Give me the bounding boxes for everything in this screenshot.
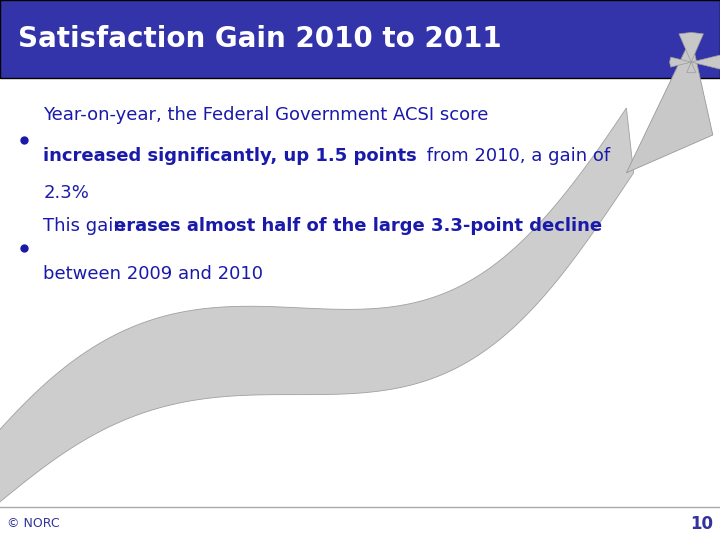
Text: between 2009 and 2010: between 2009 and 2010 (43, 265, 264, 282)
Polygon shape (679, 32, 703, 62)
Text: 2.3%: 2.3% (43, 184, 89, 201)
Text: This gain: This gain (43, 217, 131, 235)
Polygon shape (0, 108, 634, 529)
Text: 10: 10 (690, 515, 713, 533)
Polygon shape (687, 62, 696, 73)
FancyBboxPatch shape (0, 0, 720, 78)
Text: erases almost half of the large 3.3-point decline: erases almost half of the large 3.3-poin… (114, 217, 602, 235)
Polygon shape (670, 57, 691, 67)
Polygon shape (691, 55, 720, 70)
Polygon shape (626, 38, 713, 173)
Text: © NORC: © NORC (7, 517, 60, 530)
Text: from 2010, a gain of: from 2010, a gain of (421, 147, 611, 165)
Text: Satisfaction Gain 2010 to 2011: Satisfaction Gain 2010 to 2011 (18, 25, 502, 53)
Text: increased significantly, up 1.5 points: increased significantly, up 1.5 points (43, 147, 417, 165)
Text: Year-on-year, the Federal Government ACSI score: Year-on-year, the Federal Government ACS… (43, 106, 489, 124)
